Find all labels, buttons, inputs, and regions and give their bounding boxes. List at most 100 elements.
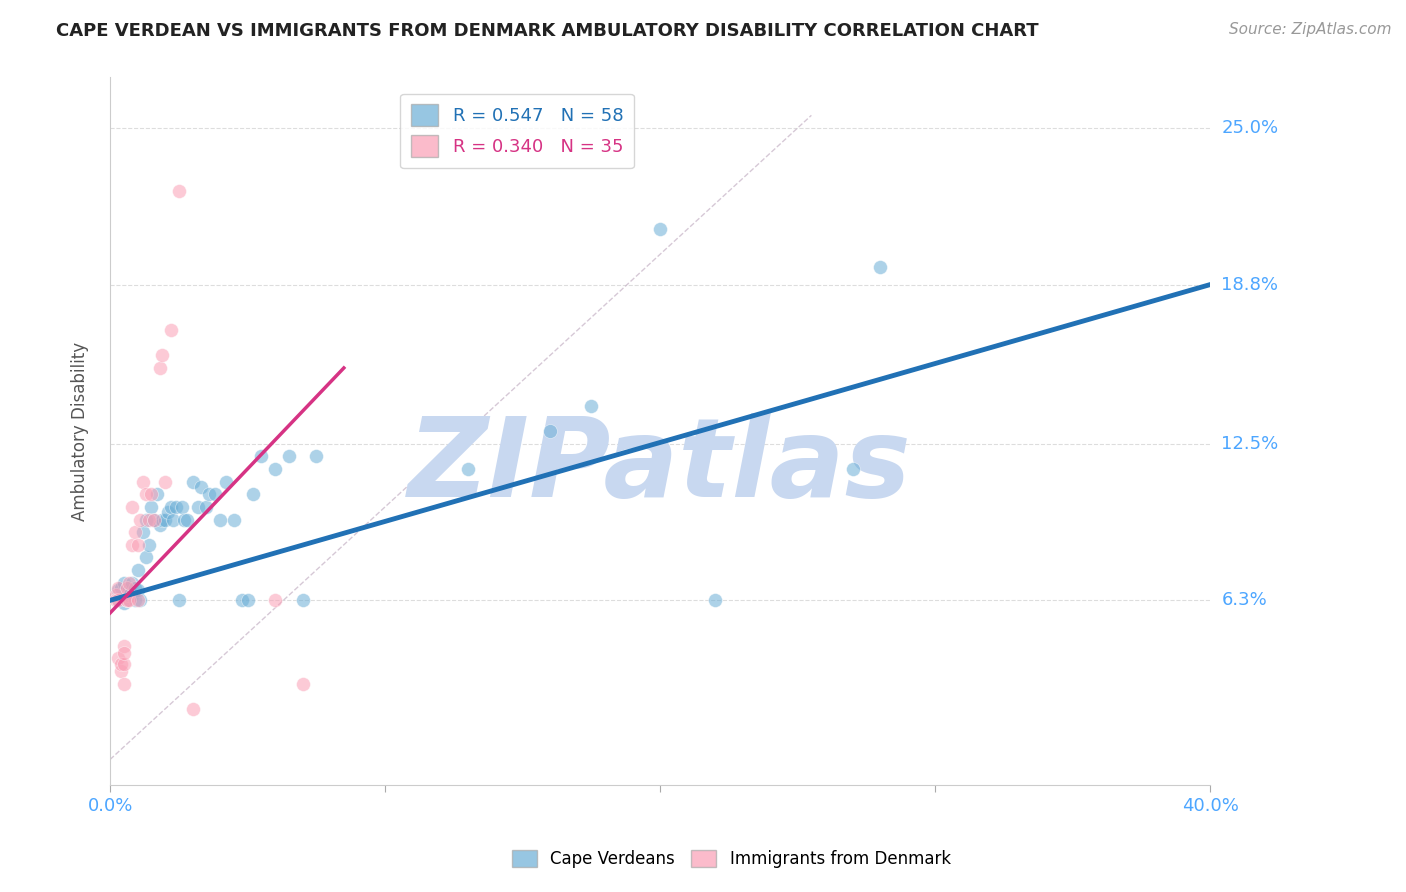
Point [159,323,181,337]
Legend: Cape Verdeans, Immigrants from Denmark: Cape Verdeans, Immigrants from Denmark [505,843,957,875]
Point [124,581,146,595]
Point [236,593,259,607]
Point [187,500,209,514]
Point [132,525,155,540]
Point [148,517,170,532]
Point [127,593,149,607]
Point [115,593,138,607]
Text: Source: ZipAtlas.com: Source: ZipAtlas.com [1229,22,1392,37]
Point [242,487,264,501]
Point [107,651,129,665]
Point [305,450,328,464]
Point [195,500,218,514]
Text: 6.3%: 6.3% [1222,591,1267,609]
Point [141,487,163,501]
Point [121,588,143,602]
Point [457,462,479,476]
Point [841,462,863,476]
Point [264,462,287,476]
Point [150,348,173,362]
Text: 18.8%: 18.8% [1222,276,1278,293]
Point [135,512,157,526]
Point [112,639,135,653]
Point [176,512,198,526]
Point [165,500,187,514]
Legend: R = 0.547   N = 58, R = 0.340   N = 35: R = 0.547 N = 58, R = 0.340 N = 35 [401,94,634,169]
Point [150,512,173,526]
Point [121,538,143,552]
Point [146,487,169,501]
Point [112,647,135,661]
Point [231,593,253,607]
Point [143,512,166,526]
Point [135,487,157,501]
Point [162,512,184,526]
Point [124,593,146,607]
Point [148,360,170,375]
Point [581,399,603,413]
Point [648,222,671,236]
Point [112,575,135,590]
Point [110,581,132,595]
Point [869,260,891,274]
Point [190,480,212,494]
Point [173,512,195,526]
Text: CAPE VERDEAN VS IMMIGRANTS FROM DENMARK AMBULATORY DISABILITY CORRELATION CHART: CAPE VERDEAN VS IMMIGRANTS FROM DENMARK … [56,22,1039,40]
Point [127,563,149,577]
Point [115,588,138,602]
Point [132,475,155,489]
Point [135,550,157,565]
Point [167,593,190,607]
Point [159,500,181,514]
Point [222,512,245,526]
Point [115,593,138,607]
Point [107,593,129,607]
Point [127,583,149,598]
Point [115,593,138,607]
Point [153,512,176,526]
Point [167,184,190,198]
Text: 25.0%: 25.0% [1222,119,1278,137]
Point [118,593,141,607]
Point [209,512,232,526]
Point [121,575,143,590]
Point [250,450,273,464]
Point [118,581,141,595]
Point [127,538,149,552]
Text: 12.5%: 12.5% [1222,434,1278,453]
Point [181,702,204,716]
Point [107,581,129,595]
Point [264,593,287,607]
Point [110,657,132,671]
Point [124,525,146,540]
Point [138,538,160,552]
Point [107,593,129,607]
Point [181,475,204,489]
Point [110,664,132,678]
Point [112,676,135,690]
Point [112,596,135,610]
Point [121,500,143,514]
Point [112,657,135,671]
Text: ZIPatlas: ZIPatlas [408,413,912,520]
Point [129,512,152,526]
Point [138,512,160,526]
Point [291,676,314,690]
Point [204,487,226,501]
Point [153,475,176,489]
Point [214,475,236,489]
Point [143,512,166,526]
Point [141,500,163,514]
Y-axis label: Ambulatory Disability: Ambulatory Disability [72,342,89,521]
Point [104,588,127,602]
Point [704,593,727,607]
Point [118,575,141,590]
Point [277,450,299,464]
Point [129,593,152,607]
Point [115,581,138,595]
Point [170,500,193,514]
Point [156,505,179,519]
Point [538,424,561,438]
Point [104,593,127,607]
Point [291,593,314,607]
